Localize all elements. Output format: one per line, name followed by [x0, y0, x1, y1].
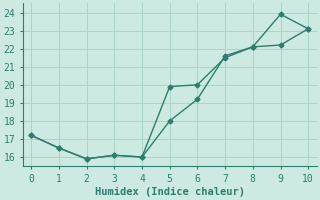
X-axis label: Humidex (Indice chaleur): Humidex (Indice chaleur) — [95, 186, 245, 197]
